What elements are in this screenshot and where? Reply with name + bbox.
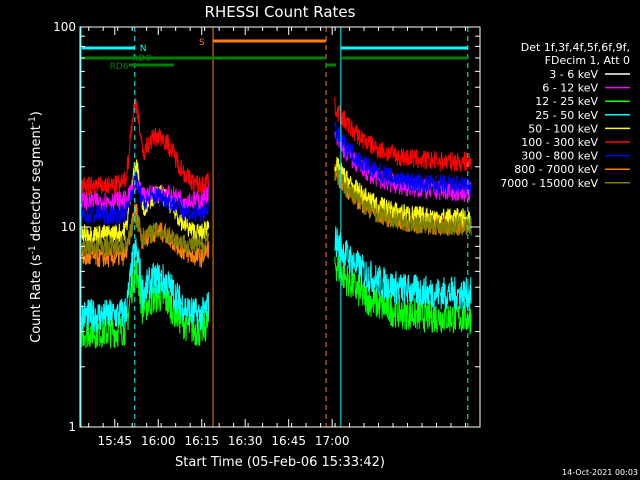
x-tick-label: 15:45: [97, 434, 132, 448]
chart-title: RHESSI Count Rates: [205, 3, 356, 21]
legend-header-line-2: FDecim 1, Att 0: [545, 54, 630, 67]
legend-entry-label: 7000 - 15000 keV: [500, 177, 598, 190]
x-tick-label: 16:30: [228, 434, 263, 448]
y-axis-label-close: ): [29, 111, 44, 116]
legend-entry-label: 100 - 300 keV: [521, 136, 598, 149]
y-axis-label-sup2: -1: [28, 116, 38, 125]
legend-entry-label: 50 - 100 keV: [528, 122, 598, 135]
tick-layer: 15:45 16:00 16:15 16:30 16:45 17:00 1 10 100: [53, 20, 481, 448]
series-line-post: [334, 96, 472, 172]
series-line-post: [334, 255, 472, 335]
x-axis-label: Start Time (05-Feb-06 15:33:42): [175, 455, 385, 470]
x-tick-label: 16:00: [141, 434, 176, 448]
series-line-post: [334, 275, 472, 369]
saa-label: S: [199, 38, 205, 48]
x-tick-label: 17:00: [315, 434, 350, 448]
y-tick-label: 1: [68, 420, 76, 434]
legend-entry-label: 3 - 6 keV: [549, 68, 598, 81]
rdo-label: RDO: [132, 54, 152, 64]
series-layer: [81, 96, 472, 369]
series-line-post: [334, 156, 472, 230]
y-tick-label: 100: [53, 20, 76, 34]
legend-entry-label: 6 - 12 keV: [542, 82, 598, 95]
legend-header-line-1: Det 1f,3f,4f,5f,6f,9f,: [521, 41, 630, 54]
series-line-post: [334, 226, 472, 311]
legend: Det 1f,3f,4f,5f,6f,9f, FDecim 1, Att 0 3…: [500, 41, 630, 190]
legend-entry-label: 25 - 50 keV: [535, 109, 598, 122]
footer-date: 14-Oct-2021 00:03: [562, 468, 638, 477]
series-line-pre: [81, 213, 210, 257]
y-axis-label-sup: -1: [28, 245, 38, 254]
series-line-post: [334, 121, 472, 196]
series-line-pre: [81, 238, 210, 333]
rd6-label: RD6: [110, 62, 129, 72]
y-tick-label: 10: [61, 220, 76, 234]
x-tick-label: 16:45: [271, 434, 306, 448]
series-line-pre: [81, 97, 210, 196]
night-label: N: [140, 44, 147, 54]
series-line-pre: [81, 173, 210, 225]
y-axis-label: Count Rate (s-1 detector segment-1): [28, 111, 44, 343]
legend-entry-label: 300 - 800 keV: [521, 150, 598, 163]
y-axis-label-rest: detector segment: [29, 125, 44, 245]
series-line-pre: [81, 159, 210, 245]
series-line-pre: [81, 177, 210, 212]
y-axis-label-main: Count Rate (s: [29, 254, 44, 343]
series-line-post: [334, 166, 472, 236]
x-tick-label: 16:15: [184, 434, 219, 448]
legend-entry-label: 12 - 25 keV: [535, 95, 598, 108]
legend-entry-label: 800 - 7000 keV: [514, 163, 598, 176]
